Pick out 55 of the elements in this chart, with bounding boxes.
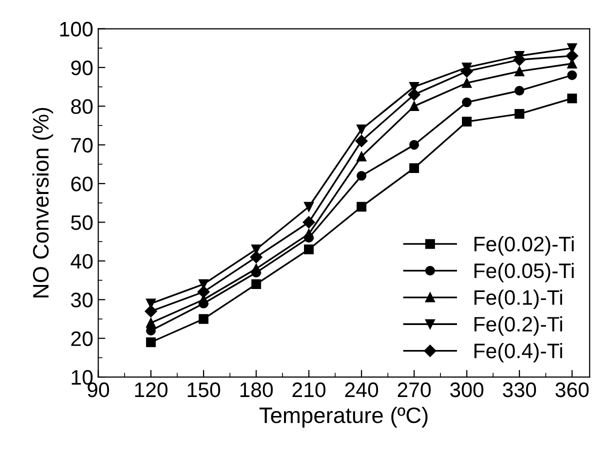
point xyxy=(144,305,158,318)
legend-label: Fe(0.02)-Ti xyxy=(474,236,574,256)
x-tick-label: 120 xyxy=(135,382,168,398)
point xyxy=(251,264,262,274)
legend-label: Fe(0.05)-Ti xyxy=(474,262,574,282)
point xyxy=(408,88,420,101)
point xyxy=(409,140,420,150)
y-tick-label: 60 xyxy=(71,176,93,192)
y-tick-label: 50 xyxy=(71,215,93,230)
y-tick-label: 100 xyxy=(60,22,93,37)
legend-label: Fe(0.1)-Ti xyxy=(474,290,562,310)
legend-label: Fe(0.4)-Ti xyxy=(474,343,562,362)
point xyxy=(356,202,366,212)
point xyxy=(567,94,577,104)
y-tick-label: 40 xyxy=(70,254,93,269)
point xyxy=(250,250,262,264)
point xyxy=(304,244,314,254)
point xyxy=(251,279,262,290)
point xyxy=(514,109,524,119)
point xyxy=(304,202,314,212)
y-tick-label: 20 xyxy=(71,331,93,346)
x-tick-label: 360 xyxy=(556,382,589,398)
point xyxy=(146,318,156,328)
legend-label: Fe(0.2)-Ti xyxy=(474,316,562,336)
x-tick-label: 150 xyxy=(188,382,220,398)
x-tick-label: 240 xyxy=(345,382,378,398)
y-tick-label: 70 xyxy=(71,138,93,153)
x-axis-title: Temperature (ºC) xyxy=(260,406,428,428)
y-axis-title: NO Conversion (%) xyxy=(32,108,54,298)
x-tick-label: 330 xyxy=(502,382,536,398)
point xyxy=(409,101,420,112)
point xyxy=(304,229,314,239)
point xyxy=(355,134,368,148)
point xyxy=(567,70,577,80)
point xyxy=(356,152,366,162)
point xyxy=(566,50,578,62)
x-tick-label: 300 xyxy=(450,382,484,398)
y-tick-label: 80 xyxy=(71,99,93,114)
y-tick-label: 90 xyxy=(71,60,93,76)
x-tick-label: 180 xyxy=(240,382,273,398)
point xyxy=(356,170,366,181)
x-tick-label: 210 xyxy=(292,382,326,398)
y-tick-label: 30 xyxy=(71,292,93,308)
x-tick-label: 270 xyxy=(398,382,431,398)
point xyxy=(198,314,208,324)
point xyxy=(409,163,420,173)
point xyxy=(514,66,524,76)
point xyxy=(197,286,210,298)
point xyxy=(146,337,156,348)
point xyxy=(462,78,472,88)
point xyxy=(462,97,472,108)
point xyxy=(356,124,366,134)
point xyxy=(514,86,524,96)
point xyxy=(462,116,472,127)
point xyxy=(302,216,315,228)
